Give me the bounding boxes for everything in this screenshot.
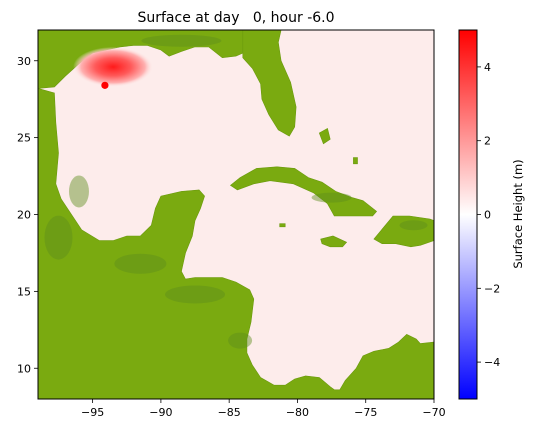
land-polygon bbox=[242, 30, 297, 137]
colorbar-gradient bbox=[458, 29, 478, 400]
x-tick-label: −95 bbox=[81, 406, 104, 419]
vegetation-shading bbox=[228, 332, 253, 349]
colorbar-tick-label: 2 bbox=[484, 135, 491, 148]
x-tick-label: −85 bbox=[218, 406, 241, 419]
colorbar-tick-label: −4 bbox=[484, 356, 500, 369]
colorbar-tick-label: −2 bbox=[484, 282, 500, 295]
land-polygon bbox=[320, 235, 348, 248]
vegetation-shading bbox=[44, 215, 73, 260]
storm-surge-highlight bbox=[73, 46, 154, 87]
vegetation-shading bbox=[311, 192, 352, 203]
vegetation-shading bbox=[141, 34, 222, 47]
land-mass-layer bbox=[38, 30, 434, 399]
y-tick-label: 20 bbox=[17, 209, 31, 222]
x-tick-label: −75 bbox=[354, 406, 377, 419]
y-tick-label: 30 bbox=[17, 55, 31, 68]
land-polygon bbox=[318, 127, 331, 145]
vegetation-shading bbox=[165, 285, 226, 304]
y-tick-label: 15 bbox=[17, 285, 31, 298]
colorbar-label: Surface Height (m) bbox=[511, 159, 525, 268]
colorbar-tick-label: 0 bbox=[484, 209, 491, 222]
vegetation-shading bbox=[68, 175, 89, 208]
colorbar-tick-label: 4 bbox=[484, 61, 491, 74]
x-axis: −95 −90 −85 −80 −75 −70 bbox=[81, 399, 446, 419]
y-tick-label: 10 bbox=[17, 362, 31, 375]
land-polygon bbox=[279, 223, 286, 228]
storm-location-marker bbox=[101, 81, 109, 89]
map-plot-area bbox=[38, 30, 434, 399]
land-polygon bbox=[38, 88, 434, 399]
colorbar: −4 −2 0 2 4 Surface Height (m) bbox=[458, 29, 525, 400]
vegetation-shading bbox=[399, 220, 428, 231]
land-polygon bbox=[353, 157, 358, 165]
vegetation-shading bbox=[114, 253, 167, 274]
land-polygon bbox=[373, 215, 434, 248]
y-axis: 10 15 20 25 30 bbox=[17, 55, 38, 375]
x-tick-label: −90 bbox=[149, 406, 172, 419]
x-tick-label: −80 bbox=[286, 406, 309, 419]
colorbar-ticks: −4 −2 0 2 4 bbox=[477, 61, 500, 369]
land-polygon bbox=[38, 30, 244, 89]
y-tick-label: 25 bbox=[17, 132, 31, 145]
x-tick-label: −70 bbox=[422, 406, 445, 419]
land-polygon bbox=[229, 166, 378, 217]
chart-title: Surface at day 0, hour -6.0 bbox=[137, 10, 334, 26]
